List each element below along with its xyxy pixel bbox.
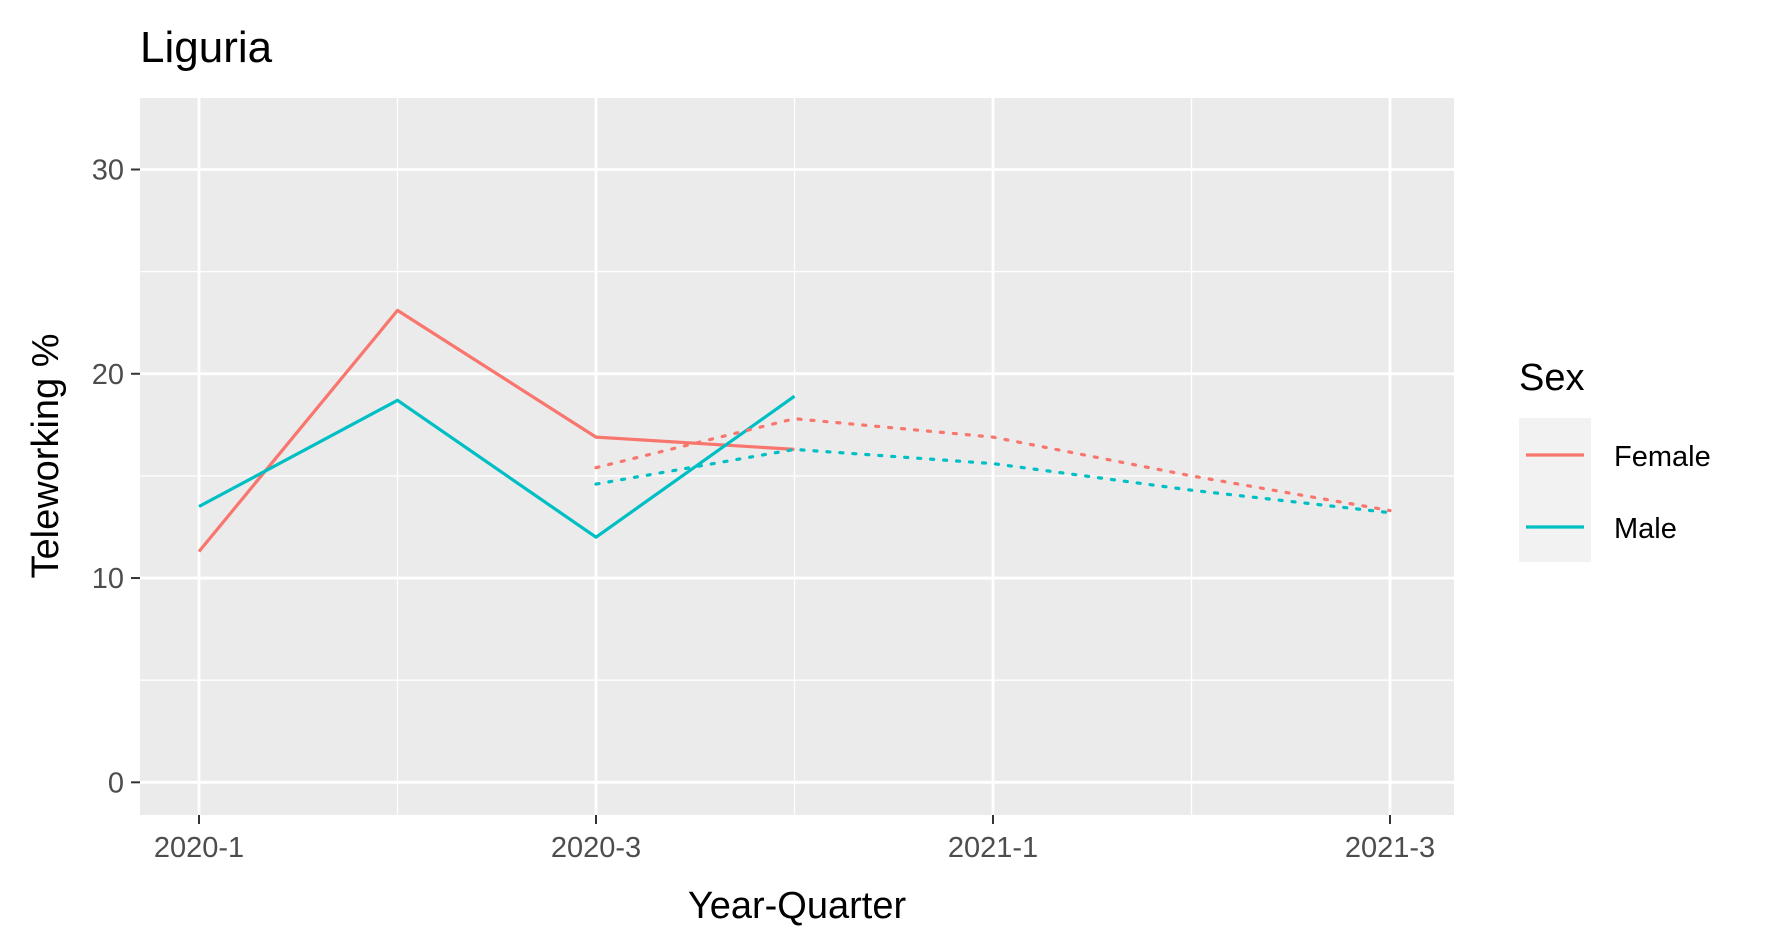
legend-label-female: Female xyxy=(1614,441,1711,473)
series-layer xyxy=(197,308,1392,553)
x-tick-label: 2020-3 xyxy=(551,832,641,864)
plot-panel xyxy=(140,98,1454,815)
x-axis-title: Year-Quarter xyxy=(688,885,907,927)
legend-keys-background xyxy=(1519,418,1591,562)
x-tick-label: 2020-1 xyxy=(154,832,244,864)
axis-layer: 0 10 20 30 2020-1 2020-3 2021-1 2021-3 xyxy=(92,154,1435,864)
y-axis-title: Teleworking % xyxy=(25,334,67,579)
x-tick-label: 2021-1 xyxy=(948,832,1038,864)
chart-title: Liguria xyxy=(140,23,273,72)
grid-layer xyxy=(140,98,1454,815)
series-line-male-solid xyxy=(198,394,796,539)
series-line-female-solid xyxy=(197,308,795,553)
series-line-male-dotted xyxy=(594,447,1392,515)
x-tick-label: 2021-3 xyxy=(1345,832,1435,864)
y-tick-label: 30 xyxy=(92,154,124,186)
legend: Sex Female Male xyxy=(1519,357,1711,562)
y-tick-label: 0 xyxy=(108,767,124,799)
legend-title: Sex xyxy=(1519,357,1584,399)
y-tick-label: 10 xyxy=(92,563,124,595)
legend-label-male: Male xyxy=(1614,513,1677,545)
series-line-female-dotted xyxy=(594,417,1392,513)
y-tick-label: 20 xyxy=(92,359,124,391)
